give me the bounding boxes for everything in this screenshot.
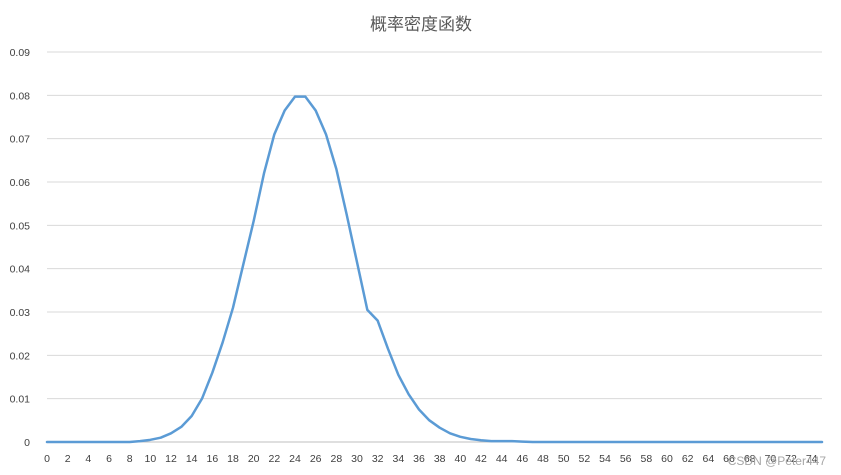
y-tick-label: 0.02 xyxy=(10,350,31,362)
y-tick-label: 0.05 xyxy=(10,220,31,232)
series-line-pdf xyxy=(45,95,824,444)
x-tick-label: 18 xyxy=(227,453,239,465)
x-tick-label: 36 xyxy=(413,453,425,465)
x-tick-label: 50 xyxy=(558,453,570,465)
x-tick-label: 64 xyxy=(702,453,714,465)
y-tick-label: 0.04 xyxy=(10,264,31,276)
y-axis-ticks: 0 0.01 0.02 0.03 0.04 0.05 0.06 0.07 0.08 0.09 xyxy=(10,47,31,449)
x-tick-label: 72 xyxy=(785,453,797,465)
x-tick-label: 42 xyxy=(475,453,487,465)
x-tick-label: 26 xyxy=(310,453,322,465)
x-tick-label: 34 xyxy=(392,453,404,465)
chart-title: 概率密度函数 xyxy=(370,15,472,35)
x-tick-label: 60 xyxy=(661,453,673,465)
y-tick-label: 0 xyxy=(24,437,30,449)
x-tick-label: 52 xyxy=(578,453,590,465)
x-tick-label: 40 xyxy=(454,453,466,465)
gridlines xyxy=(47,51,822,400)
x-tick-label: 56 xyxy=(620,453,632,465)
x-tick-label: 10 xyxy=(144,453,156,465)
x-tick-label: 14 xyxy=(186,453,198,465)
x-tick-label: 70 xyxy=(764,453,776,465)
x-tick-label: 20 xyxy=(248,453,260,465)
x-tick-label: 30 xyxy=(351,453,363,465)
x-tick-label: 58 xyxy=(640,453,652,465)
x-tick-label: 28 xyxy=(330,453,342,465)
x-tick-label: 22 xyxy=(268,453,280,465)
x-tick-label: 38 xyxy=(434,453,446,465)
y-tick-label: 0.07 xyxy=(10,134,31,146)
y-tick-label: 0.08 xyxy=(10,90,31,102)
x-tick-label: 6 xyxy=(106,453,112,465)
x-tick-label: 74 xyxy=(806,453,818,465)
x-tick-label: 66 xyxy=(723,453,735,465)
y-tick-label: 0.03 xyxy=(10,307,31,319)
x-tick-label: 12 xyxy=(165,453,177,465)
x-tick-label: 44 xyxy=(496,453,508,465)
x-tick-label: 0 xyxy=(44,453,50,465)
x-tick-label: 46 xyxy=(516,453,528,465)
x-tick-label: 4 xyxy=(85,453,91,465)
x-tick-label: 2 xyxy=(65,453,71,465)
x-tick-label: 54 xyxy=(599,453,611,465)
y-tick-label: 0.06 xyxy=(10,177,31,189)
x-tick-label: 16 xyxy=(206,453,218,465)
y-tick-label: 0.09 xyxy=(10,47,31,59)
x-axis-ticks: 0 2 4 6 8 10 12 14 16 18 20 22 24 26 28 30 32 34 36 38 40 42 4… xyxy=(44,453,818,465)
x-tick-label: 68 xyxy=(744,453,756,465)
x-tick-label: 24 xyxy=(289,453,301,465)
watermark-text: CSDN @Peter447 xyxy=(728,454,827,468)
x-tick-label: 62 xyxy=(682,453,694,465)
x-tick-label: 32 xyxy=(372,453,384,465)
y-tick-label: 0.01 xyxy=(10,394,31,406)
x-tick-label: 8 xyxy=(127,453,133,465)
x-tick-label: 48 xyxy=(537,453,549,465)
